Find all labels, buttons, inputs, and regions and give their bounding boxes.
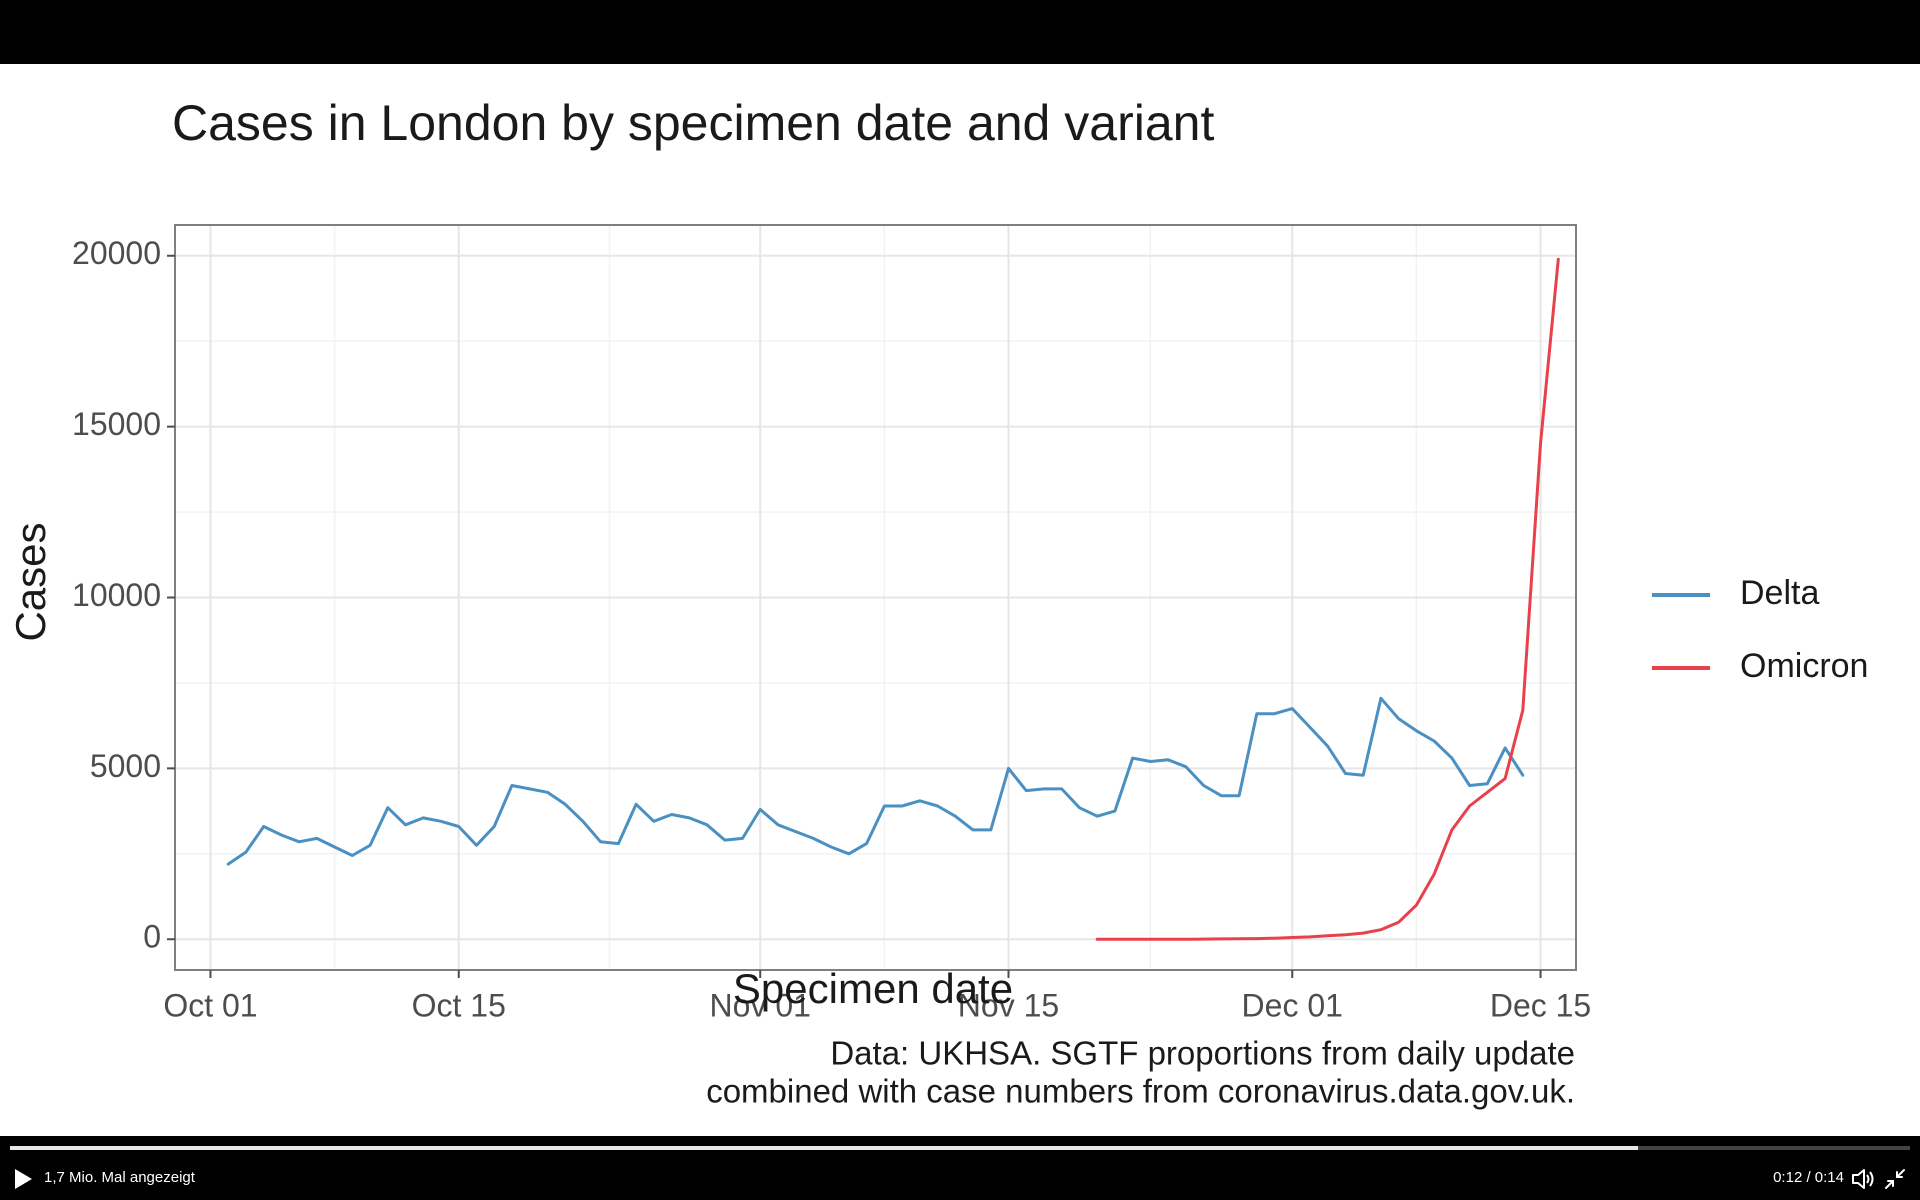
y-tick-label: 20000 <box>72 235 161 271</box>
series-line-delta <box>226 696 1525 866</box>
progress-bar[interactable] <box>10 1146 1910 1150</box>
volume-button[interactable] <box>1850 1166 1876 1192</box>
y-tick-label: 5000 <box>90 748 161 784</box>
legend-label-delta: Delta <box>1740 574 1819 612</box>
time-display: 0:12 / 0:14 <box>1773 1169 1844 1186</box>
y-tick-label: 0 <box>143 919 161 955</box>
gridlines <box>175 225 1576 970</box>
view-count: 1,7 Mio. Mal angezeigt <box>44 1169 195 1186</box>
player-controls: 1,7 Mio. Mal angezeigt 0:12 / 0:14 <box>0 1136 1920 1200</box>
y-axis-label: Cases <box>7 522 54 641</box>
x-axis: Oct 01 Oct 15 Nov 01 Nov 15 Dec 01 Dec 15 <box>163 970 1591 1023</box>
x-axis-label: Specimen date <box>733 965 1013 1012</box>
caption-line-2: combined with case numbers from coronavi… <box>706 1073 1575 1110</box>
chart-title: Cases in London by specimen date and var… <box>172 95 1214 151</box>
x-tick-label: Nov 15 <box>958 987 1059 1023</box>
exit-fullscreen-icon <box>1885 1169 1905 1189</box>
y-tick-label: 15000 <box>72 406 161 442</box>
series-line-omicron <box>1095 257 1560 941</box>
exit-fullscreen-button[interactable] <box>1882 1166 1908 1192</box>
play-button[interactable] <box>10 1166 36 1192</box>
volume-icon <box>1852 1169 1874 1189</box>
series-lines <box>226 257 1560 941</box>
x-tick-label: Nov 01 <box>710 987 811 1023</box>
y-tick-label: 10000 <box>72 577 161 613</box>
legend-label-omicron: Omicron <box>1740 647 1868 685</box>
x-tick-label: Dec 01 <box>1242 987 1343 1023</box>
video-frame[interactable]: Cases in London by specimen date and var… <box>0 64 1920 1136</box>
legend: Delta Omicron <box>1652 574 1868 685</box>
y-axis: 0 5000 10000 15000 20000 <box>72 235 175 955</box>
caption-line-1: Data: UKHSA. SGTF proportions from daily… <box>830 1035 1575 1072</box>
chart: Cases in London by specimen date and var… <box>7 95 1868 1110</box>
play-icon <box>15 1169 32 1189</box>
progress-fill <box>10 1146 1639 1150</box>
x-tick-label: Oct 01 <box>163 987 257 1023</box>
x-tick-label: Oct 15 <box>412 987 506 1023</box>
x-tick-label: Dec 15 <box>1490 987 1591 1023</box>
